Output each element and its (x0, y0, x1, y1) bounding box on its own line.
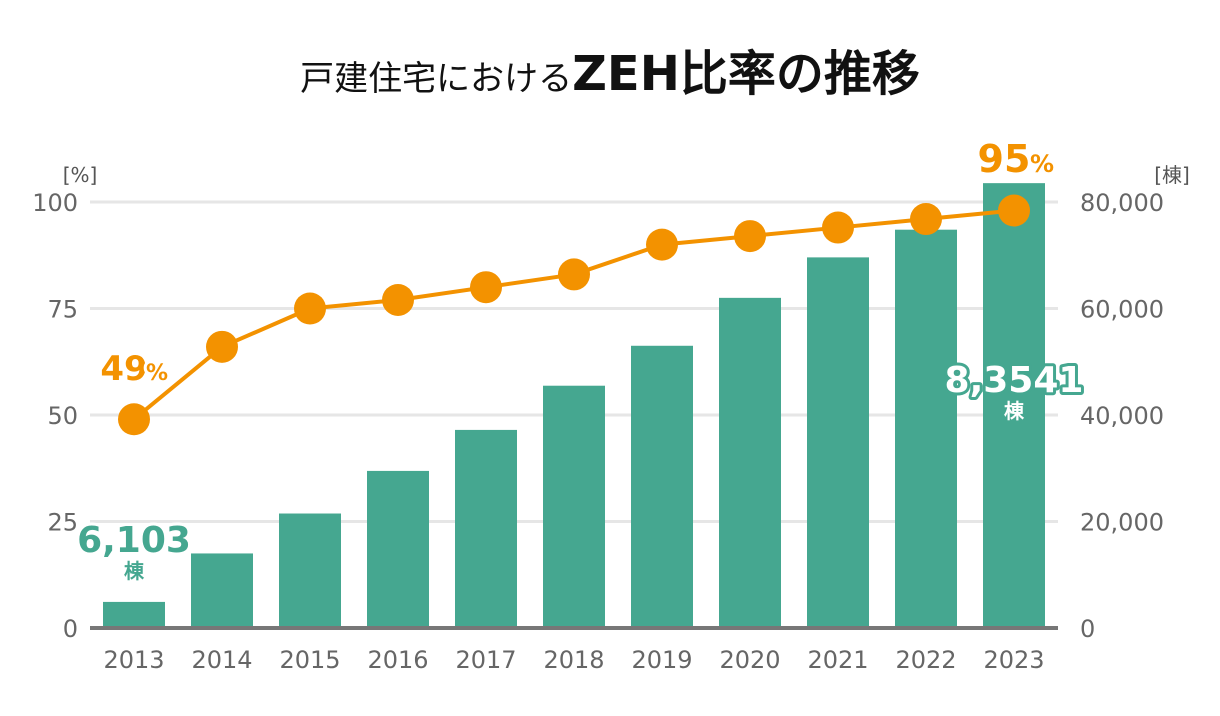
left-tick-label: 25 (47, 509, 78, 537)
x-tick-label: 2019 (631, 646, 692, 674)
left-tick-label: 75 (47, 296, 78, 324)
line-series (118, 194, 1030, 436)
tick-labels: 0 0 25 20,000 50 40,000 75 60,000 100 80,000 [%] [棟… (32, 163, 1190, 674)
right-tick-label: 60,000 (1080, 296, 1164, 324)
title-prefix: 戸建住宅における (300, 59, 573, 99)
x-tick-label: 2017 (455, 646, 516, 674)
rate-point (118, 403, 150, 436)
rate-point (382, 283, 414, 316)
last-bar-value: 8,3541 (945, 360, 1084, 401)
rate-point (998, 194, 1030, 227)
first-rate-unit: % (146, 361, 168, 386)
left-tick-label: 50 (47, 402, 78, 430)
rate-point (910, 203, 942, 236)
left-axis-unit: [%] (63, 163, 98, 187)
rate-point (734, 220, 766, 253)
bar (631, 345, 693, 628)
right-tick-label: 20,000 (1080, 509, 1164, 537)
x-tick-label: 2018 (543, 646, 604, 674)
rate-point (470, 271, 502, 304)
title-main: ZEH比率の推移 (572, 46, 920, 102)
rate-point (646, 228, 678, 261)
bar (191, 553, 253, 628)
x-tick-label: 2014 (191, 646, 252, 674)
rate-point (294, 292, 326, 325)
right-tick-label: 0 (1080, 615, 1095, 643)
left-tick-label: 100 (32, 189, 78, 217)
x-tick-label: 2021 (807, 646, 868, 674)
rate-point (206, 330, 238, 363)
rate-point (822, 211, 854, 244)
bar (807, 257, 869, 628)
bar (367, 470, 429, 628)
x-tick-label: 2023 (983, 646, 1044, 674)
bar (719, 297, 781, 628)
x-tick-label: 2022 (895, 646, 956, 674)
first-bar-unit: 棟 (124, 559, 145, 583)
right-tick-label: 80,000 (1080, 189, 1164, 217)
bar (279, 513, 341, 628)
rate-point (558, 258, 590, 291)
x-tick-label: 2013 (103, 646, 164, 674)
first-rate-value: 49 (100, 349, 147, 389)
last-rate-value: 95 (978, 137, 1031, 181)
x-tick-label: 2020 (719, 646, 780, 674)
bar (895, 229, 957, 628)
bar (983, 183, 1045, 629)
right-axis-unit: [棟] (1154, 163, 1190, 187)
left-tick-label: 0 (63, 615, 78, 643)
x-tick-label: 2015 (279, 646, 340, 674)
bar (103, 601, 165, 628)
first-bar-value: 6,103 (77, 520, 191, 561)
last-bar-unit: 棟 (1004, 399, 1025, 423)
chart-title: 戸建住宅におけるZEH比率の推移 (0, 34, 1220, 104)
last-rate-unit: % (1030, 150, 1054, 178)
x-tick-label: 2016 (367, 646, 428, 674)
bar-series (103, 183, 1045, 629)
bar (455, 429, 517, 628)
bar (543, 385, 605, 628)
right-tick-label: 40,000 (1080, 402, 1164, 430)
